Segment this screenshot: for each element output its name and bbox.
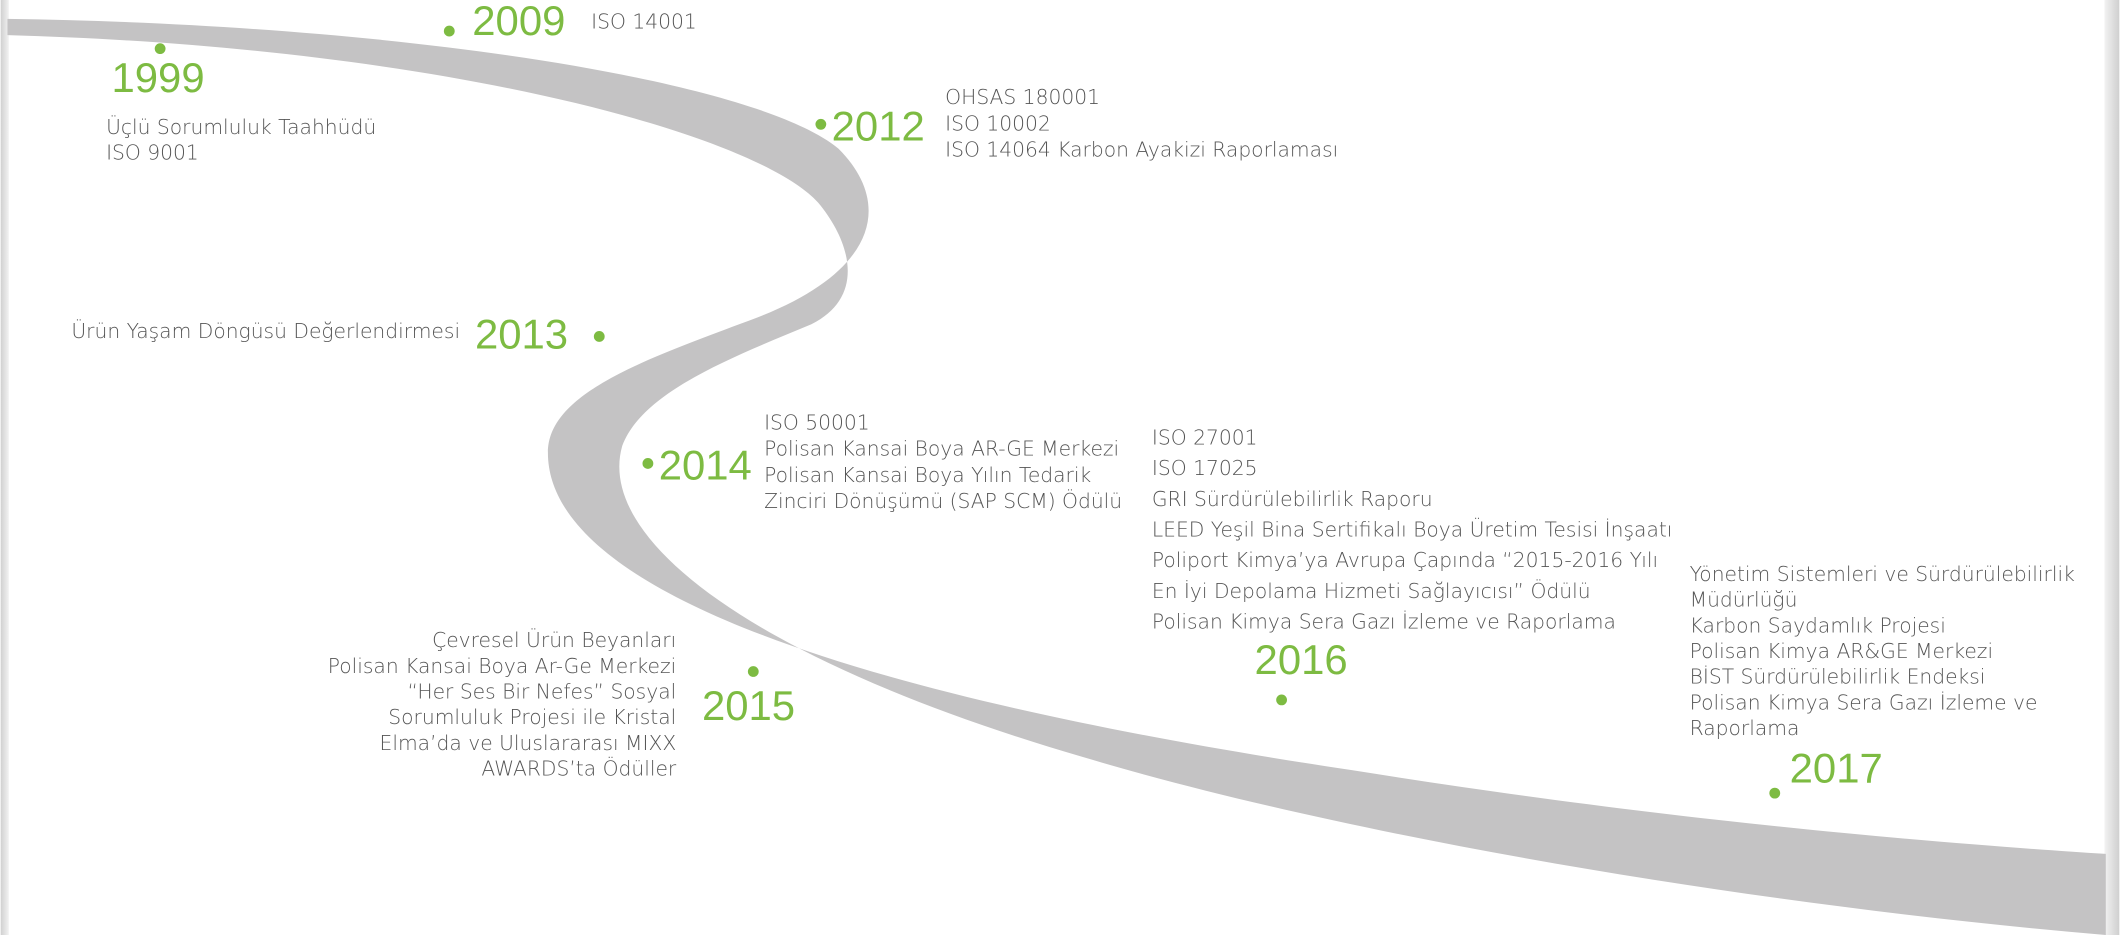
milestone-item: Karbon Saydamlık Projesi <box>1690 613 1946 637</box>
milestone-year: 2015 <box>702 682 795 729</box>
milestone-item: GRI Sürdürülebilirlik Raporu <box>1152 487 1433 511</box>
milestone-dot <box>593 331 605 342</box>
milestone-dot <box>1769 787 1781 799</box>
milestone-dot <box>815 118 827 130</box>
milestone-item: Polisan Kansai Boya Yılın Tedarik <box>764 463 1091 487</box>
milestone-year: 2013 <box>475 311 568 358</box>
milestone-item: Çevresel Ürün Beyanları <box>432 628 676 652</box>
milestone-item: Polisan Kimya Sera Gazı İzleme ve <box>1690 690 2038 714</box>
milestone-item: ISO 17025 <box>1152 456 1258 480</box>
milestone-item: En İyi Depolama Hizmeti Sağlayıcısı” Ödü… <box>1152 579 1591 603</box>
milestone-item: OHSAS 180001 <box>945 85 1100 109</box>
right-edge <box>2104 0 2120 935</box>
milestone-year: 2017 <box>1790 744 1883 791</box>
milestone-year: 1999 <box>111 54 204 101</box>
milestone-item: Polisan Kimya AR&GE Merkezi <box>1690 639 1993 663</box>
milestone-item: ISO 10002 <box>945 111 1051 135</box>
milestone-year: 2012 <box>832 103 925 150</box>
milestone-item: Müdürlüğü <box>1690 588 1798 612</box>
milestone-item: LEED Yeşil Bina Sertifikalı Boya Üretim … <box>1152 518 1673 542</box>
milestone-item: AWARDS’ta Ödüller <box>481 757 677 781</box>
milestone-dot <box>154 43 166 55</box>
milestone-item: Poliport Kimya’ya Avrupa Çapında “2015-2… <box>1152 548 1658 572</box>
milestone-year: 2016 <box>1255 636 1348 683</box>
milestone-item: Elma’da ve Uluslararası MIXX <box>380 731 677 755</box>
milestone-item: Polisan Kansai Boya AR-GE Merkezi <box>764 437 1119 461</box>
milestone-item: “Her Ses Bir Nefes” Sosyal <box>408 680 677 704</box>
road <box>7 18 2106 935</box>
left-edge <box>0 0 9 935</box>
milestone-dot <box>1276 694 1287 706</box>
milestone-year: 2014 <box>659 442 752 489</box>
milestone-item: BİST Sürdürülebilirlik Endeksi <box>1690 665 1986 689</box>
milestone-dot <box>747 666 759 677</box>
milestone-item: Ürün Yaşam Döngüsü Değerlendirmesi <box>71 319 460 343</box>
milestone-item: ISO 50001 <box>764 411 870 435</box>
milestone-dot <box>443 25 455 37</box>
milestone-item: Polisan Kansai Boya Ar-Ge Merkezi <box>328 654 677 678</box>
milestone-item: ISO 9001 <box>106 140 199 164</box>
milestone-item: Zinciri Dönüşümü (SAP SCM) Ödülü <box>764 489 1122 513</box>
milestone-dot <box>642 458 654 469</box>
milestone-item: Raporlama <box>1690 716 1800 740</box>
milestone-item: Polisan Kimya Sera Gazı İzleme ve Raporl… <box>1152 610 1616 634</box>
milestone-item: Sorumluluk Projesi ile Kristal <box>388 705 676 729</box>
milestone-year: 2009 <box>472 0 565 44</box>
milestone-item: ISO 14001 <box>591 9 697 33</box>
milestone-item: Üçlü Sorumluluk Taahhüdü <box>106 115 376 139</box>
milestone-item: ISO 14064 Karbon Ayakizi Raporlaması <box>945 138 1338 162</box>
milestone-item: Yönetim Sistemleri ve Sürdürülebilirlik <box>1690 562 2075 586</box>
milestone-item: ISO 27001 <box>1152 426 1258 450</box>
